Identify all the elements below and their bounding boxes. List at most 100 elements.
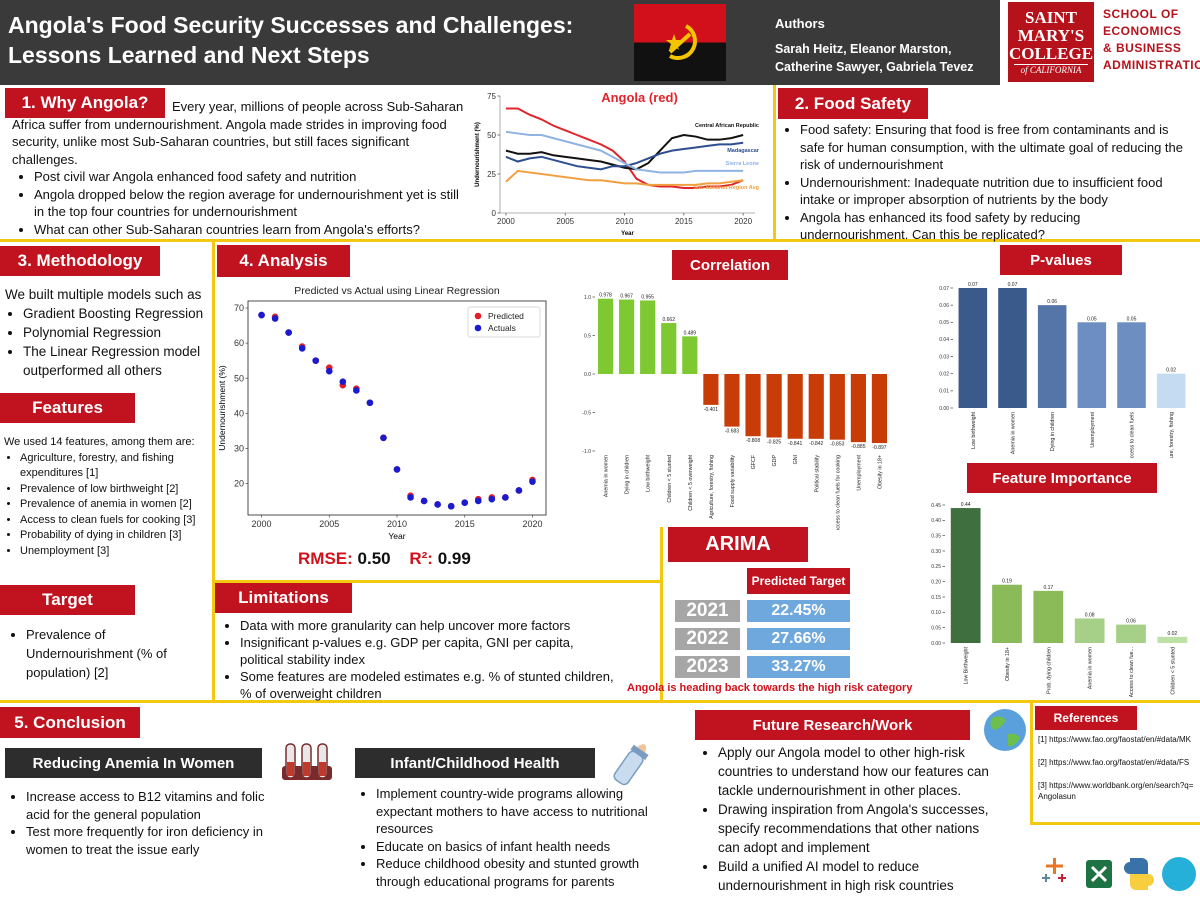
logo-line: SAINT xyxy=(1025,8,1077,27)
section-heading: 3. Methodology xyxy=(0,246,160,276)
x-tick-label: Anemia in women xyxy=(604,455,610,497)
bullet-list: Increase access to B12 vitamins and foli… xyxy=(8,788,273,858)
value-label: 0.17 xyxy=(1043,585,1053,591)
y-tick-label: 0.10 xyxy=(931,610,941,616)
r2-label: R²: xyxy=(409,549,433,568)
bullet: Data with more granularity can help unco… xyxy=(240,617,617,634)
x-tick-label: Agriculture, forestry, fishing xyxy=(1169,412,1175,458)
point xyxy=(515,487,523,494)
value-label: 0.19 xyxy=(1002,579,1012,585)
python-logo xyxy=(1130,874,1154,890)
value-label: 0.489 xyxy=(684,330,697,336)
y-tick-label: 0.5 xyxy=(584,333,591,339)
value-label: -0.841 xyxy=(788,441,802,447)
y-tick-label: 0.30 xyxy=(931,549,941,555)
y-tick-label: 40 xyxy=(234,408,244,418)
x-tick-label: 2005 xyxy=(556,217,574,226)
x-tick-label: Dying in children xyxy=(1050,412,1056,451)
r2-value: 0.99 xyxy=(437,549,471,568)
liquid xyxy=(287,762,294,776)
bullet: Drawing inspiration from Angola's succes… xyxy=(718,800,1000,857)
bar xyxy=(829,374,845,440)
bullet: Implement country-wide programs allowing… xyxy=(376,785,648,838)
test-tube-icon xyxy=(282,743,332,780)
y-tick-label: -1.0 xyxy=(582,449,591,455)
x-tick-label: 2010 xyxy=(616,217,634,226)
scatter-chart: 20 30 40 50 60 70 2000 2005 2010 2015 2020 Year Unde… xyxy=(217,285,547,541)
infant-text: Implement country-wide programs allowing… xyxy=(358,785,648,890)
arima-value: 33.27% xyxy=(747,656,850,678)
value-label: 0.05 xyxy=(1127,316,1137,322)
x-tick-label: Access to clean fue... xyxy=(1129,647,1135,697)
arima-year: 2022 xyxy=(675,628,740,650)
chart-title: Predicted vs Actual using Linear Regress… xyxy=(294,285,500,297)
bar xyxy=(850,374,866,443)
value-label: 0.07 xyxy=(1008,282,1018,288)
logo-line: & BUSINESS xyxy=(1103,41,1182,55)
x-tick-label: 2000 xyxy=(252,519,272,529)
bar xyxy=(745,374,761,437)
y-tick-label: 70 xyxy=(234,303,244,313)
bullet: Educate on basics of infant health needs xyxy=(376,838,648,856)
bullet: Gradient Boosting Regression xyxy=(23,304,210,323)
bullet: What can other Sub-Saharan countries lea… xyxy=(34,221,467,239)
reference: [3] https://www.worldbank.org/en/search?… xyxy=(1038,781,1194,801)
divider xyxy=(212,242,215,702)
y-tick-label: 1.0 xyxy=(584,295,591,301)
python-logo xyxy=(1124,858,1148,874)
point xyxy=(380,434,387,442)
authors-label: Authors xyxy=(775,16,825,31)
section-heading: References xyxy=(1035,706,1137,730)
bullet: Angola dropped below the region average … xyxy=(34,186,467,221)
bullet-list: Data with more granularity can help unco… xyxy=(222,617,617,702)
divider xyxy=(0,700,1200,703)
x-tick-label: Access to clean fuels xyxy=(1130,412,1136,458)
methodology-intro: We built multiple models such as xyxy=(5,287,202,302)
series-label: Madagascar xyxy=(727,148,760,154)
value-label: -0.853 xyxy=(830,442,844,448)
x-tick-label: GNI xyxy=(793,455,799,464)
chart-title: Angola (red) xyxy=(601,90,678,105)
y-axis-label: Undernourishment (%) xyxy=(475,122,481,187)
point xyxy=(447,502,455,510)
value-label: 0.06 xyxy=(1047,299,1057,305)
flag-red xyxy=(634,4,726,43)
value-label: -0.842 xyxy=(809,441,823,447)
x-tick-label: Agriculture, forestry, fishing xyxy=(709,455,715,519)
x-tick-label: Low birthweight xyxy=(646,454,652,491)
value-label: -0.401 xyxy=(704,407,718,413)
x-tick-label: Low Birthweight xyxy=(964,646,970,684)
point xyxy=(285,329,292,336)
y-tick-label: 0.45 xyxy=(931,503,941,509)
x-tick-label: Unemployment xyxy=(856,454,862,490)
x-tick-label: 2010 xyxy=(387,519,407,529)
x-tick-label: Children < 5 overweight xyxy=(688,454,694,510)
y-tick-label: 0.25 xyxy=(931,564,941,570)
value-label: 0.978 xyxy=(599,293,612,299)
point xyxy=(339,378,347,385)
bar xyxy=(871,374,888,444)
bullet: Increase access to B12 vitamins and foli… xyxy=(26,788,273,823)
why-text: Every year, millions of people across Su… xyxy=(12,98,467,238)
x-tick-label: Anemia in women xyxy=(1011,412,1017,454)
logo-line: COLLEGE xyxy=(1008,44,1094,63)
y-tick-label: 0.40 xyxy=(931,518,941,524)
logo-part xyxy=(1058,877,1066,879)
x-tick-label: 2020 xyxy=(734,217,752,226)
x-tick-label: Access to clean fuels for cooking xyxy=(835,455,841,530)
features-text: We used 14 features, among them are: Agr… xyxy=(4,435,211,559)
bullet: Food safety: Ensuring that food is free … xyxy=(800,121,1192,174)
x-axis-label: Year xyxy=(388,531,405,541)
section-heading: 2. Food Safety xyxy=(778,88,928,119)
value-label: -0.808 xyxy=(746,438,760,444)
point xyxy=(529,478,536,485)
tableau-logo xyxy=(1042,858,1066,882)
chart-heading: ARIMA xyxy=(668,527,808,562)
point xyxy=(366,399,374,407)
logo-line: MARY'S xyxy=(1017,26,1085,45)
bar xyxy=(619,299,635,374)
bullet: Test more frequently for iron deficiency… xyxy=(26,823,273,858)
value-label: 0.02 xyxy=(1166,368,1176,374)
bullet: Build a unified AI model to reduce under… xyxy=(718,857,1000,895)
bar xyxy=(682,336,698,374)
